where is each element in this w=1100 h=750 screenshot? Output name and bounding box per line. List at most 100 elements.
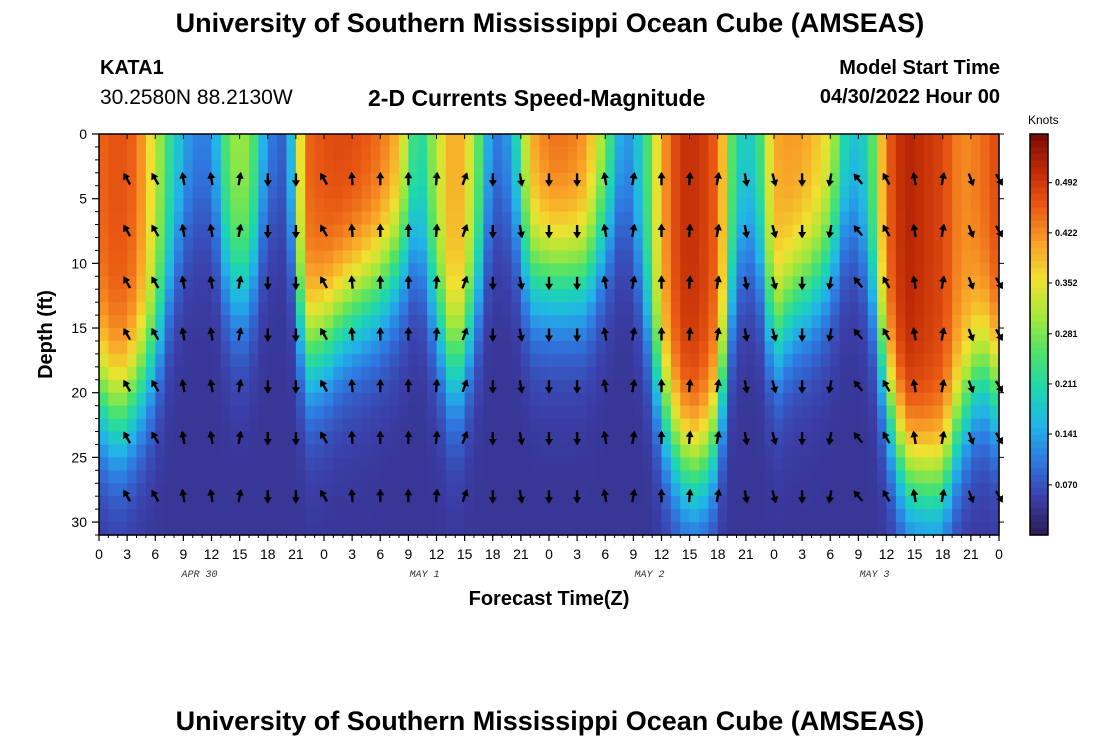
heatmap-cell — [145, 315, 156, 329]
heatmap-cell — [474, 289, 484, 303]
heatmap-cell — [624, 250, 634, 264]
heatmap-cell — [849, 198, 859, 213]
heatmap-cell — [849, 496, 859, 510]
heatmap-cell — [108, 444, 119, 458]
heatmap-cell — [905, 315, 916, 329]
heatmap-cell — [286, 134, 297, 148]
current-vector — [291, 380, 300, 394]
heatmap-cell — [830, 263, 841, 277]
heatmap-cell — [970, 146, 981, 161]
current-vector — [770, 224, 779, 239]
heatmap-cell — [127, 224, 138, 239]
heatmap-cell — [811, 315, 822, 329]
x-tick-label: 12 — [879, 546, 895, 562]
heatmap-cell — [324, 509, 334, 523]
heatmap-cell — [745, 444, 756, 458]
heatmap-cell — [839, 146, 850, 161]
heatmap-cell — [942, 159, 953, 174]
heatmap-cell — [361, 522, 372, 536]
heatmap-cell — [858, 172, 869, 187]
heatmap-cell — [474, 444, 484, 458]
heatmap-cell — [858, 470, 869, 484]
heatmap-cell — [586, 146, 597, 161]
heatmap-cell — [370, 172, 381, 187]
current-vector — [685, 275, 694, 289]
heatmap-cell — [183, 185, 194, 200]
heatmap-cell — [811, 263, 822, 277]
heatmap-cell — [408, 457, 419, 471]
heatmap-cell — [717, 444, 728, 458]
heatmap-cell — [867, 353, 878, 368]
heatmap-cell — [295, 159, 306, 174]
x-tick-label: 9 — [854, 546, 862, 562]
heatmap-cell — [755, 483, 766, 497]
heatmap-cell — [849, 134, 859, 148]
heatmap-cell — [333, 315, 344, 329]
heatmap-cell — [127, 250, 138, 264]
colorbar-swatch — [1030, 428, 1048, 436]
heatmap-cell — [886, 444, 897, 458]
heatmap-cell — [127, 185, 138, 200]
heatmap-cell — [783, 418, 794, 433]
heatmap-cell — [689, 328, 700, 342]
heatmap-cell — [764, 237, 775, 252]
heatmap-cell — [867, 263, 878, 277]
heatmap-cell — [699, 470, 709, 484]
heatmap-cell — [352, 509, 363, 523]
heatmap-cell — [502, 392, 513, 407]
heatmap-cell — [333, 444, 344, 458]
heatmap-cell — [99, 509, 109, 523]
heatmap-cell — [492, 159, 503, 174]
heatmap-cell — [249, 444, 259, 458]
heatmap-cell — [586, 315, 597, 329]
heatmap-cell — [370, 237, 381, 252]
heatmap-cell — [249, 366, 259, 381]
heatmap-cell — [605, 483, 616, 497]
current-vector — [685, 430, 694, 445]
heatmap-cell — [286, 224, 297, 239]
heatmap-cell — [989, 276, 1000, 290]
heatmap-cell — [202, 483, 213, 497]
heatmap-cell — [699, 237, 709, 252]
heatmap-cell — [577, 315, 588, 329]
heatmap-cell — [108, 457, 119, 471]
heatmap-cell — [877, 198, 888, 213]
heatmap-cell — [520, 185, 531, 200]
current-vector — [826, 276, 834, 291]
heatmap-cell — [652, 353, 663, 368]
x-tick-label: 3 — [573, 546, 581, 562]
heatmap-cell — [145, 134, 156, 148]
heatmap-cell — [830, 224, 841, 239]
heatmap-cell — [202, 159, 213, 174]
heatmap-cell — [792, 276, 803, 290]
heatmap-cell — [267, 522, 278, 536]
heatmap-cell — [952, 289, 963, 303]
heatmap-cell — [361, 276, 372, 290]
heatmap-cell — [905, 379, 916, 394]
heatmap-cell — [849, 405, 859, 420]
heatmap-cell — [830, 146, 841, 161]
heatmap-cell — [989, 146, 1000, 161]
heatmap-cell — [370, 457, 381, 471]
current-vector — [882, 431, 891, 444]
heatmap-cell — [436, 328, 447, 342]
heatmap-cell — [342, 315, 353, 329]
heatmap-cell — [577, 237, 588, 252]
heatmap-cell — [211, 276, 222, 290]
heatmap-cell — [830, 509, 841, 523]
heatmap-cell — [858, 496, 869, 510]
heatmap-cell — [877, 379, 888, 394]
heatmap-cell — [399, 444, 409, 458]
heatmap-cell — [211, 198, 222, 213]
heatmap-cell — [417, 159, 428, 174]
heatmap-cell — [305, 366, 316, 381]
current-vector — [517, 328, 525, 342]
heatmap-cell — [445, 134, 456, 148]
heatmap-cell — [895, 134, 906, 148]
heatmap-cell — [867, 457, 878, 471]
heatmap-cell — [830, 276, 841, 290]
y-tick-label: 20 — [71, 385, 87, 401]
heatmap-cell — [614, 522, 625, 536]
heatmap-cell — [605, 418, 616, 433]
heatmap-cell — [183, 146, 194, 161]
